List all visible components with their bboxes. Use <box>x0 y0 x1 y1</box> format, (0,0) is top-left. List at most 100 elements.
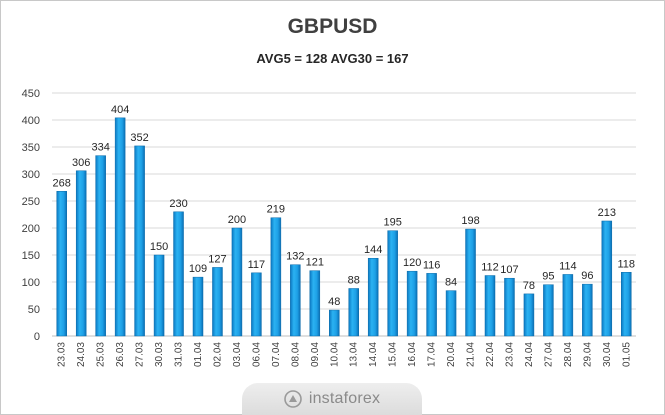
bar <box>465 228 476 337</box>
bar <box>231 227 243 337</box>
y-tick-label: 0 <box>34 331 40 343</box>
x-tick-label: 07.04 <box>271 342 282 367</box>
x-tick-label: 27.03 <box>135 342 146 367</box>
bar <box>153 254 165 337</box>
bar <box>367 257 379 337</box>
bar <box>173 211 184 337</box>
bar <box>212 267 223 337</box>
bar <box>114 117 126 337</box>
y-tick-label: 50 <box>28 304 40 316</box>
x-tick-label: 14.04 <box>368 342 379 367</box>
y-tick-label: 350 <box>22 142 40 154</box>
data-label: 96 <box>581 270 593 282</box>
bar <box>387 230 398 337</box>
data-label: 109 <box>189 263 207 275</box>
watermark-text: instaforex <box>308 390 381 407</box>
x-axis: 23.03 24.03 25.03 26.03 27.03 30.03 31.03 01.04… <box>57 342 633 367</box>
x-tick-label: 24.04 <box>524 342 535 367</box>
y-tick-label: 300 <box>22 169 40 181</box>
x-tick-label: 22.04 <box>485 342 496 367</box>
data-label: 48 <box>328 296 340 308</box>
bar <box>134 145 145 337</box>
bar <box>621 272 632 337</box>
x-tick-label: 30.03 <box>154 342 165 367</box>
data-label: 107 <box>500 264 518 276</box>
x-tick-label: 28.04 <box>563 342 574 367</box>
data-label: 268 <box>53 177 71 189</box>
data-label: 219 <box>267 204 285 216</box>
x-tick-label: 20.04 <box>446 342 457 367</box>
bar <box>562 274 574 337</box>
bar <box>426 273 437 337</box>
bar <box>251 272 262 337</box>
bar <box>484 275 496 337</box>
x-tick-label: 25.03 <box>96 342 107 367</box>
instaforex-watermark: instaforex <box>242 383 422 415</box>
y-axis: 0 50 100 150 200 250 300 350 400 450 <box>22 88 40 343</box>
data-label: 200 <box>228 214 246 226</box>
x-tick-label: 09.04 <box>310 342 321 367</box>
bars <box>56 117 632 337</box>
data-label: 127 <box>208 253 226 265</box>
bar <box>309 270 321 337</box>
x-tick-label: 30.04 <box>602 342 613 367</box>
bar <box>523 293 535 337</box>
bar <box>504 277 515 337</box>
x-tick-label: 03.04 <box>232 342 243 367</box>
bar <box>348 288 359 337</box>
data-label: 198 <box>461 215 479 227</box>
x-tick-label: 06.04 <box>251 342 262 367</box>
data-label: 112 <box>481 262 499 274</box>
bar <box>192 276 204 337</box>
y-tick-label: 250 <box>22 196 40 208</box>
data-label: 114 <box>559 260 577 272</box>
x-tick-label: 13.04 <box>349 342 360 367</box>
y-tick-label: 450 <box>22 88 40 100</box>
data-label: 195 <box>383 217 401 229</box>
data-label: 132 <box>286 251 304 263</box>
x-tick-label: 15.04 <box>388 342 399 367</box>
y-tick-label: 400 <box>22 115 40 127</box>
data-label: 144 <box>364 244 382 256</box>
data-label: 118 <box>617 258 635 270</box>
data-label: 78 <box>523 280 535 292</box>
data-label: 334 <box>91 142 109 154</box>
x-tick-label: 24.03 <box>76 342 87 367</box>
bar <box>601 220 613 337</box>
bar <box>406 270 418 337</box>
bar <box>582 283 593 337</box>
x-tick-label: 31.03 <box>174 342 185 367</box>
x-tick-label: 17.04 <box>427 342 438 367</box>
bar <box>329 309 340 337</box>
data-label: 213 <box>598 207 616 219</box>
data-label: 117 <box>248 259 266 271</box>
data-label: 116 <box>423 259 441 271</box>
data-label: 352 <box>130 132 148 144</box>
chart-title: GBPUSD <box>287 15 378 38</box>
data-label: 84 <box>445 277 457 289</box>
x-tick-label: 29.04 <box>582 342 593 367</box>
bar <box>56 191 67 337</box>
data-label: 230 <box>169 198 187 210</box>
x-tick-label: 23.04 <box>504 342 515 367</box>
chart-subtitle: AVG5 = 128 AVG30 = 167 <box>256 51 409 66</box>
x-tick-label: 21.04 <box>466 342 477 367</box>
data-label: 150 <box>150 241 168 253</box>
x-tick-label: 02.04 <box>212 342 223 367</box>
bar <box>75 170 87 337</box>
y-tick-label: 100 <box>22 277 40 289</box>
y-tick-label: 200 <box>22 223 40 235</box>
gridlines <box>52 92 636 337</box>
data-label: 404 <box>111 104 129 116</box>
bar <box>95 155 106 337</box>
instaforex-logo-icon <box>284 390 302 408</box>
x-tick-label: 16.04 <box>407 342 418 367</box>
y-tick-label: 150 <box>22 250 40 262</box>
x-tick-label: 08.04 <box>290 342 301 367</box>
data-label: 121 <box>306 257 324 269</box>
x-tick-label: 27.04 <box>543 342 554 367</box>
x-tick-label: 01.04 <box>193 342 204 367</box>
bar <box>543 284 554 337</box>
